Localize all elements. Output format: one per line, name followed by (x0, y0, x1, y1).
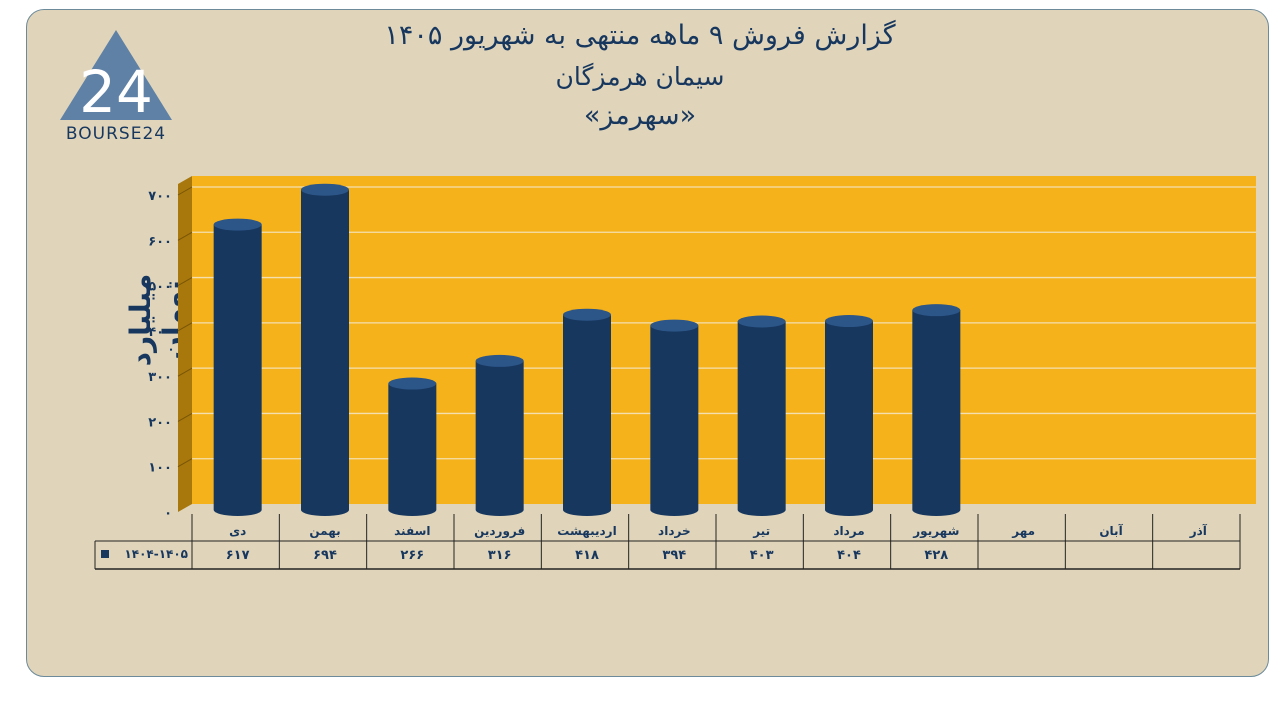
gridline-wall (177, 412, 193, 422)
y-tick-label: ۲۰۰ (148, 415, 172, 430)
bar (388, 383, 437, 516)
x-category-label: بهمن (309, 524, 340, 538)
data-label: ۶۱۷ (226, 548, 250, 563)
chart-title: گزارش فروش ۹ ماهه منتهی به شهریور ۱۴۰۵ (384, 20, 896, 51)
bar-top (475, 354, 524, 367)
y-tick-label: ۰ (164, 506, 172, 521)
chart-subtitle-symbol: «سهرمز» (583, 100, 697, 131)
chart-subtitle: سیمان هرمزگان (555, 62, 725, 91)
data-label: ۴۲۸ (924, 548, 948, 563)
x-category-label: تیر (752, 524, 770, 538)
x-category-label: اردیبهشت (557, 524, 616, 538)
bar (650, 325, 699, 516)
logo-text: BOURSE24 (65, 124, 167, 144)
bar (301, 189, 349, 516)
data-label: ۶۹۴ (313, 548, 337, 563)
bar (475, 360, 524, 516)
x-category-label: شهریور (912, 524, 959, 539)
bourse24-logo: 24 (60, 30, 172, 126)
y-tick-label: ۵۰۰ (148, 280, 172, 295)
x-category-label: مهر (1011, 524, 1035, 538)
y-tick-label: ۴۰۰ (148, 325, 172, 340)
bar (213, 224, 262, 516)
bar (563, 314, 611, 516)
x-category-label: آبان (1099, 523, 1123, 538)
plot-area (192, 176, 1256, 504)
x-category-label: اسفند (394, 524, 430, 538)
y-tick-label: ۳۰۰ (148, 370, 172, 385)
bar-top (737, 315, 786, 328)
legend-swatch (101, 550, 109, 558)
gridline-wall (177, 231, 193, 241)
bar-top (825, 315, 873, 328)
plot-side-wall (178, 176, 192, 512)
x-category-label: فروردین (474, 524, 525, 539)
y-tick-label: ۱۰۰ (148, 461, 172, 476)
bar (912, 310, 961, 516)
data-label: ۳۱۶ (488, 548, 512, 563)
gridline-wall (177, 186, 193, 196)
x-category-label: آذر (1189, 523, 1208, 538)
logo-mark: 24 (79, 58, 153, 126)
data-label: ۴۰۴ (837, 548, 861, 563)
x-category-label: دی (229, 524, 246, 538)
series-label: ۱۴۰۴-۱۴۰۵ (124, 547, 188, 561)
bar-top (912, 304, 961, 317)
gridline-wall (177, 458, 193, 468)
bar-top (213, 218, 262, 231)
x-category-label: خرداد (658, 524, 691, 538)
data-label: ۴۱۸ (575, 548, 599, 563)
bar (737, 321, 786, 516)
bar-top (301, 183, 349, 196)
gridline-wall (177, 367, 193, 377)
gridline-wall (177, 277, 193, 287)
data-label: ۲۶۶ (400, 548, 424, 563)
y-tick-label: ۶۰۰ (148, 234, 172, 249)
bar-top (388, 377, 437, 390)
data-label: ۴۰۳ (750, 548, 774, 563)
gridline-wall (177, 322, 193, 332)
bar-top (563, 308, 611, 321)
bar (825, 321, 873, 516)
x-category-label: مرداد (833, 524, 864, 538)
bar-top (650, 319, 699, 332)
y-tick-label: ۷۰۰ (148, 189, 172, 204)
data-label: ۳۹۴ (662, 548, 686, 563)
